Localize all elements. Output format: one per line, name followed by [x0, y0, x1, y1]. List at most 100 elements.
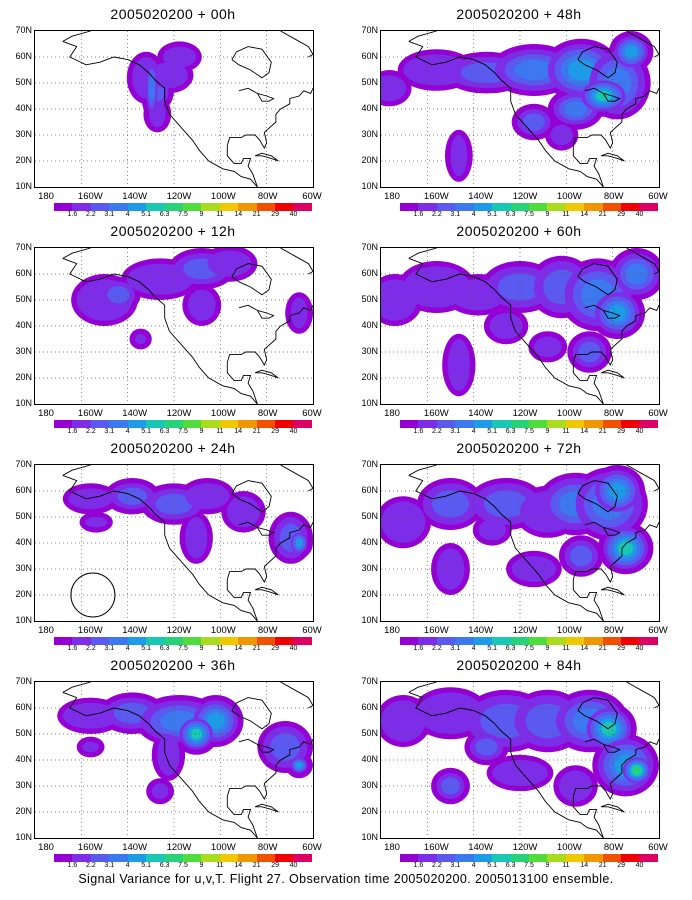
legend-swatch [639, 420, 658, 428]
legend-swatch [492, 203, 511, 211]
lat-tick-label: 70N [361, 676, 378, 686]
legend-label: 6.3 [159, 862, 170, 869]
legend-swatch [238, 420, 257, 428]
color-legend [54, 203, 312, 211]
legend-swatch [109, 420, 128, 428]
variance-contour [206, 712, 225, 730]
legend-label: 29 [271, 645, 280, 652]
coastline [408, 40, 604, 187]
lon-tick-label: 80W [603, 191, 624, 202]
lon-tick-label: 160W [77, 625, 103, 636]
legend-swatch [418, 203, 437, 211]
legend-label: 40 [289, 862, 298, 869]
lon-tick-label: 120W [512, 625, 538, 636]
variance-contour [226, 496, 261, 528]
legend-label: 9 [199, 428, 204, 435]
legend-swatch [90, 854, 110, 862]
panel-title: 2005020200 + 36h [110, 657, 236, 673]
lon-tick-label: 60W [302, 842, 322, 853]
map-area [34, 247, 314, 405]
legend-label: 14 [234, 645, 243, 652]
legend-swatch [256, 637, 276, 645]
legend-swatch [400, 420, 419, 428]
variance-contour [497, 273, 543, 301]
legend-label: 2.2 [431, 862, 442, 869]
lat-tick-label: 70N [15, 459, 32, 469]
coastline [226, 305, 313, 366]
legend-swatch [293, 203, 312, 211]
legend-swatch [639, 854, 658, 862]
lon-tick-label: 80W [257, 625, 278, 636]
coastline [408, 257, 604, 404]
variance-contour [564, 101, 587, 117]
variance-contour [478, 519, 507, 541]
legend-swatch [510, 203, 529, 211]
coastline [572, 739, 659, 800]
lat-tick-label: 30N [15, 129, 32, 139]
lon-tick-label: 120W [166, 191, 192, 202]
lon-tick-label: 100W [210, 625, 236, 636]
legend-swatch [400, 854, 419, 862]
legend-swatch [293, 420, 312, 428]
legend-swatch [146, 854, 165, 862]
lat-tick-label: 60N [15, 485, 32, 495]
legend-label: 2.2 [85, 645, 96, 652]
variance-contour [632, 766, 641, 775]
legend-label: 11 [216, 428, 224, 435]
legend-swatch [54, 203, 73, 211]
coastline [62, 474, 258, 621]
legend-swatch [621, 637, 640, 645]
legend-swatch [275, 420, 294, 428]
coastline [254, 586, 279, 596]
legend-swatch [621, 854, 640, 862]
coastline [62, 248, 91, 259]
coastline [226, 145, 258, 187]
coastline [226, 362, 258, 404]
coastline [626, 31, 659, 58]
legend-label: 5.1 [487, 428, 498, 435]
variance-contour [151, 783, 169, 799]
legend-swatch [219, 637, 239, 645]
color-legend [400, 637, 658, 645]
legend-swatch [275, 637, 294, 645]
legend-swatch [565, 420, 585, 428]
legend-label: 14 [234, 862, 243, 869]
lon-tick-label: 160W [77, 408, 103, 419]
legend-label: 1.6 [67, 645, 78, 652]
coastline [584, 304, 621, 319]
map-svg [35, 31, 313, 187]
legend-swatch [455, 420, 474, 428]
legend-swatch [621, 203, 640, 211]
lon-tick-label: 140W [122, 842, 148, 853]
legend-swatch [584, 420, 603, 428]
lat-tick-label: 30N [15, 563, 32, 573]
legend-swatch [418, 854, 437, 862]
legend-swatch [90, 637, 110, 645]
legend-swatch [164, 203, 183, 211]
lat-tick-label: 50N [361, 728, 378, 738]
legend-swatch [90, 420, 110, 428]
legend-label: 40 [635, 645, 644, 652]
lon-tick-label: 100W [210, 842, 236, 853]
variance-contour [450, 135, 468, 177]
legend-label: 6.3 [505, 645, 516, 652]
legend-swatch [54, 420, 73, 428]
legend-swatch [400, 203, 419, 211]
legend-label: 4 [471, 428, 476, 435]
legend-swatch [492, 420, 511, 428]
legend-swatch [639, 637, 658, 645]
coastline [572, 579, 604, 621]
legend-label: 7.5 [524, 645, 534, 652]
coastline [238, 87, 275, 102]
coastline [577, 263, 618, 296]
legend-swatch [238, 637, 257, 645]
lon-tick-label: 80W [257, 842, 278, 853]
lon-tick-label: 180 [38, 408, 54, 419]
color-legend [54, 637, 312, 645]
lat-tick-label: 20N [361, 806, 378, 816]
coastline [254, 369, 279, 379]
legend-swatch [547, 854, 566, 862]
legend-swatch [256, 203, 276, 211]
coastline [408, 31, 437, 42]
legend-swatch [436, 854, 456, 862]
